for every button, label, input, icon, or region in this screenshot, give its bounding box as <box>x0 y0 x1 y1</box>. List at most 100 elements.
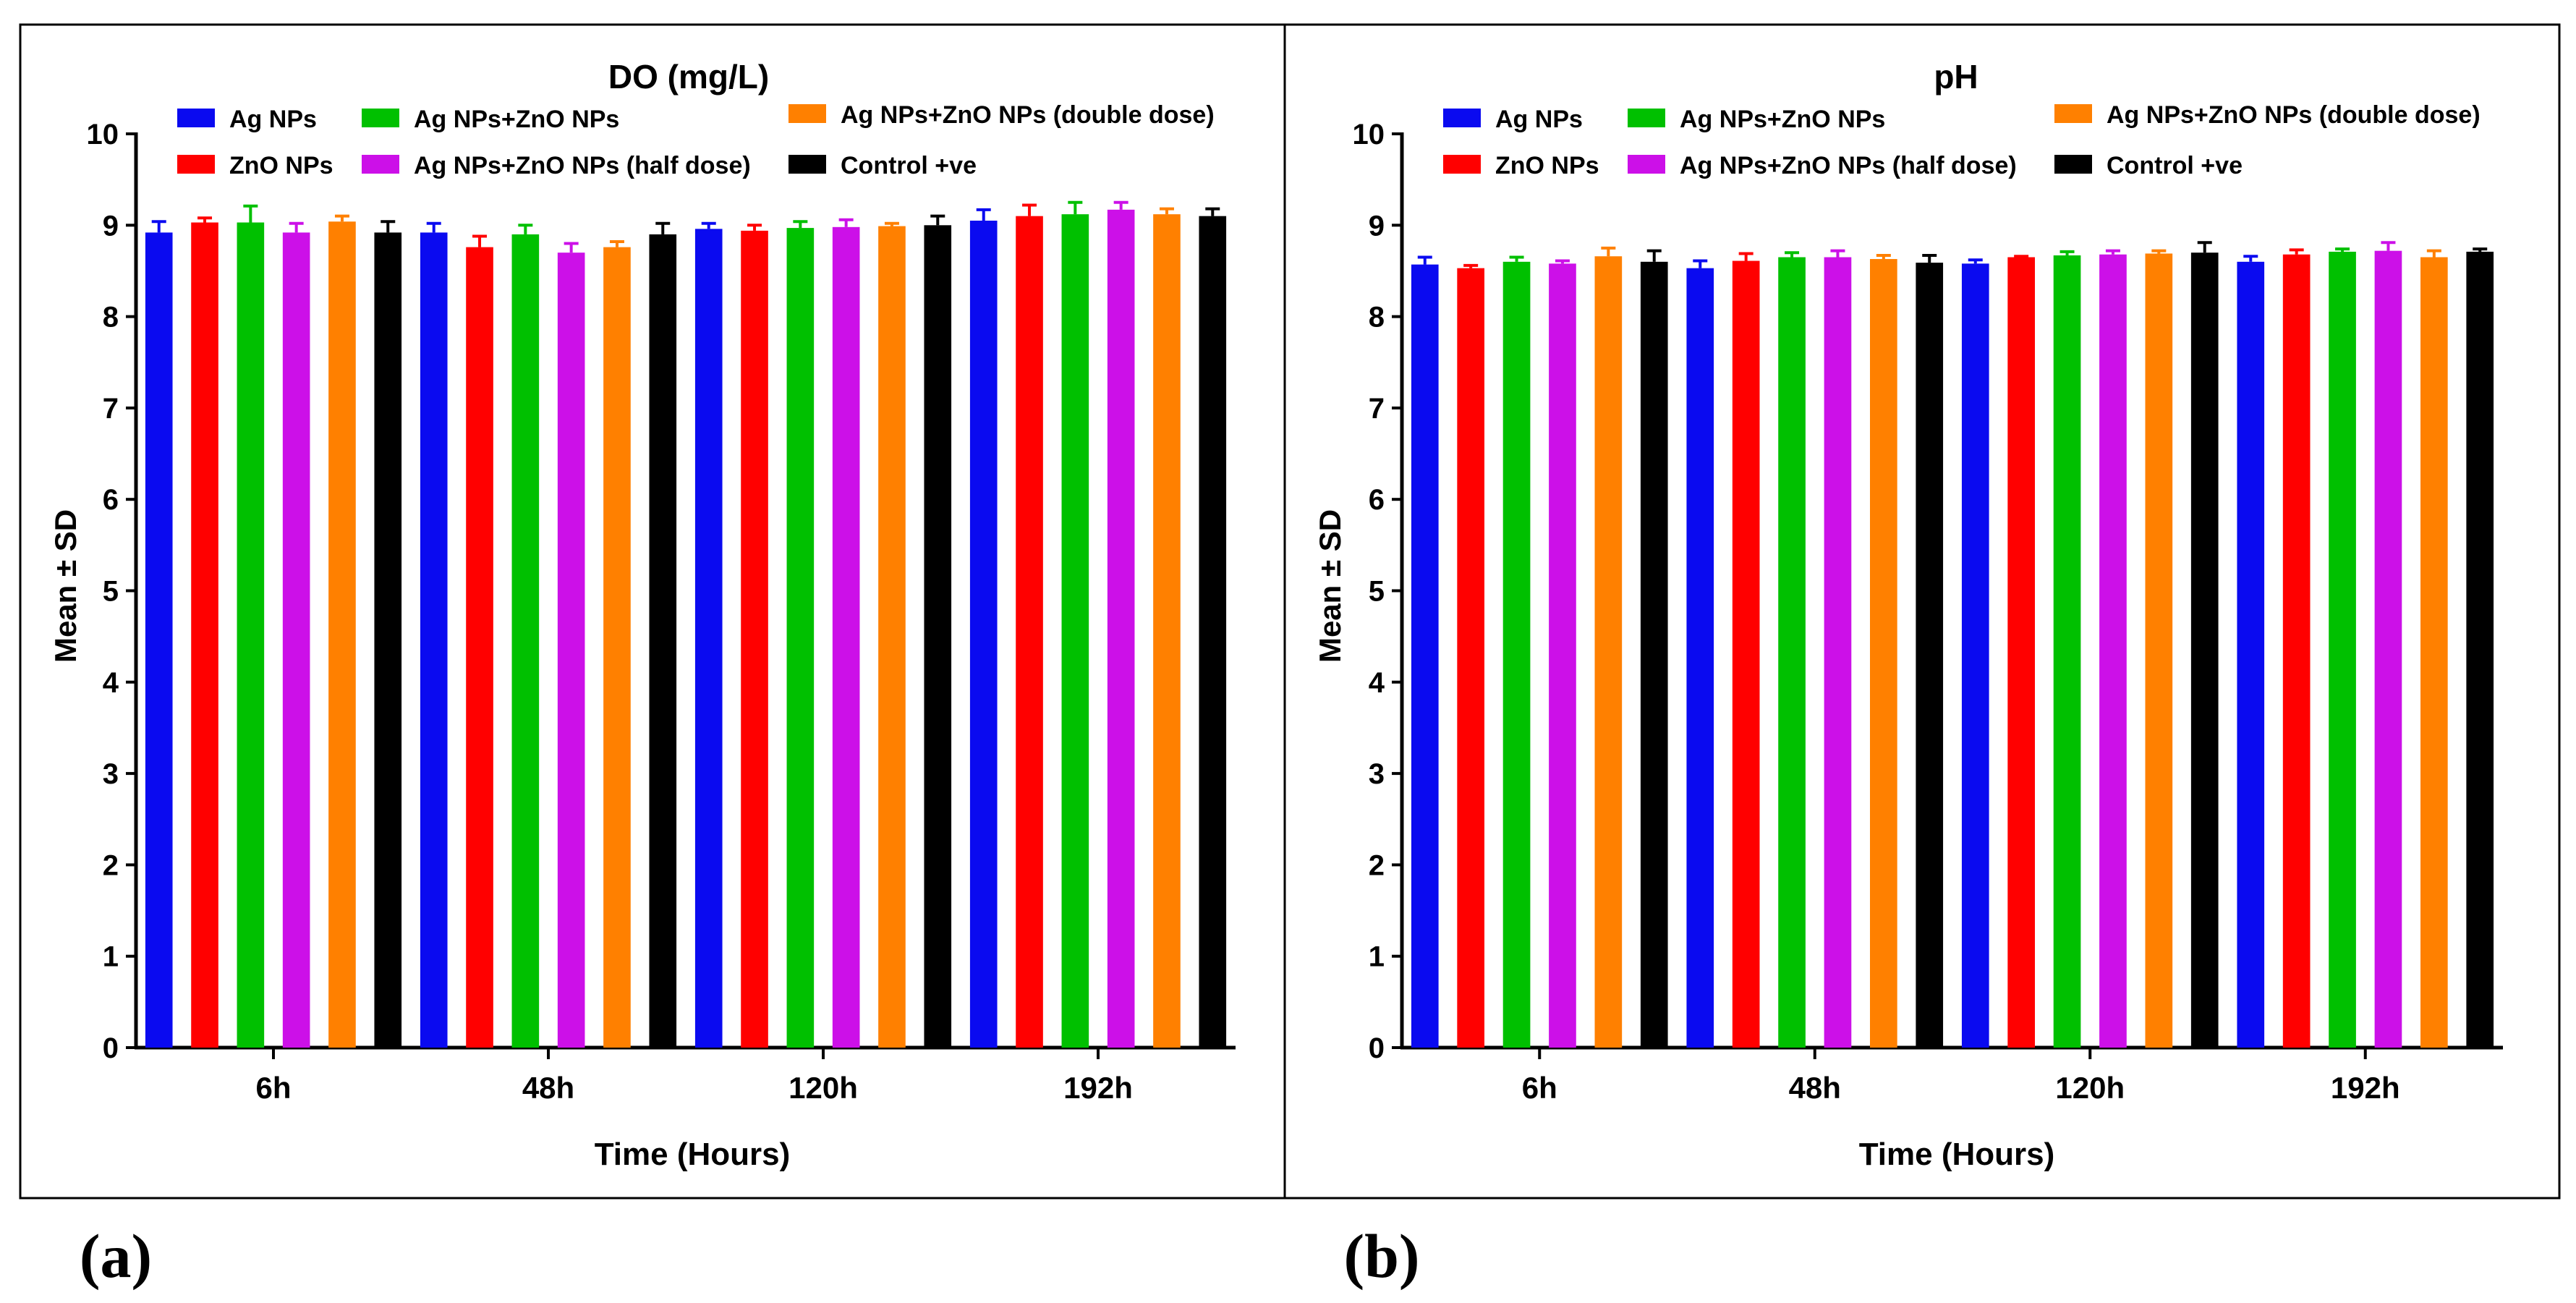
panel-a-x-tick-label: 120h <box>788 1071 858 1105</box>
panel-b-y-tick-label: 7 <box>1369 393 1385 425</box>
panel-b-bar <box>1961 263 1989 1048</box>
panel-a-bar <box>969 220 998 1048</box>
panel-b-title: pH <box>1934 58 1978 96</box>
panel-b-ylabel: Mean ± SD <box>1313 509 1347 663</box>
panel-a-label: (a) <box>80 1221 152 1291</box>
panel-a-y-tick-label: 10 <box>87 119 119 150</box>
panel-b-plot: 0 1 2 3 4 5 6 7 8 9 10 6h 48h 120h 192h Ag NPs ZnO NPs Ag… <box>1353 101 2503 1105</box>
panel-b-bar <box>1778 257 1806 1048</box>
panel-b-bar <box>2145 253 2173 1048</box>
panel-b-bar <box>2190 252 2219 1048</box>
panel-a-bar <box>649 234 677 1048</box>
panel-b-legend-swatch <box>1628 109 1665 127</box>
panel-b-bar <box>2237 261 2265 1048</box>
panel-a-bar <box>924 225 952 1048</box>
panel-a-bar <box>603 247 631 1048</box>
panel-a-bar <box>511 234 540 1048</box>
panel-a-bar <box>1061 214 1089 1048</box>
panel-a-legend-swatch <box>177 109 215 127</box>
panel-a-bar <box>1107 209 1135 1048</box>
panel-a-bar <box>1016 216 1043 1048</box>
panel-a-bar <box>694 229 723 1048</box>
panel-a-legend-label: Ag NPs+ZnO NPs (half dose) <box>414 152 751 179</box>
panel-a-y-tick-label: 3 <box>103 758 119 790</box>
panel-a-y-tick-label: 1 <box>103 941 119 973</box>
panel-a-y-tick-label: 4 <box>103 667 119 699</box>
panel-a-bar <box>282 232 310 1048</box>
panel-b-y-tick-label: 10 <box>1353 119 1385 150</box>
panel-b-y-tick-label: 8 <box>1369 302 1385 334</box>
panel-b-bar <box>2007 257 2035 1048</box>
panel-a-bar <box>832 226 860 1048</box>
panel-a-bar <box>466 247 493 1048</box>
panel-b-x-tick-label: 48h <box>1789 1071 1841 1105</box>
panel-b-x-tick-label: 6h <box>1522 1071 1557 1105</box>
panel-a-bar <box>328 221 356 1048</box>
panel-b-bar <box>1411 264 1439 1048</box>
panel-a-title: DO (mg/L) <box>608 58 769 96</box>
panel-b-legend-label: Ag NPs <box>1495 106 1583 133</box>
panel-a-legend-swatch <box>362 155 399 174</box>
panel-a-legend-label: Ag NPs+ZnO NPs (double dose) <box>841 101 1215 129</box>
panel-b-label: (b) <box>1343 1221 1419 1291</box>
panel-b-bar <box>1686 268 1714 1048</box>
panel-a-bar <box>1153 214 1181 1048</box>
panel-b-legend-swatch <box>2054 155 2092 174</box>
panel-b-legend-label: Control +ve <box>2107 152 2243 179</box>
panel-a-y-tick-label: 6 <box>103 484 119 516</box>
panel-b-bar <box>1457 268 1484 1048</box>
panel-b-bar <box>2374 250 2402 1048</box>
panel-b-legend-label: Ag NPs+ZnO NPs <box>1680 106 1885 133</box>
panel-b-bar <box>2329 251 2356 1048</box>
panel-b-bar <box>1916 263 1944 1048</box>
panel-b-y-tick-label: 5 <box>1369 576 1385 608</box>
panel-a-bar <box>786 228 815 1048</box>
panel-b-bar <box>1549 263 1576 1048</box>
panel-a-x-tick-label: 48h <box>522 1071 574 1105</box>
panel-a-y-tick-label: 2 <box>103 849 119 881</box>
panel-a-legend-label: ZnO NPs <box>229 152 333 179</box>
panel-b-bar <box>2053 255 2081 1048</box>
panel-a-y-tick-label: 0 <box>103 1032 119 1064</box>
panel-b-legend-label: ZnO NPs <box>1495 152 1599 179</box>
panel-b-y-tick-label: 4 <box>1369 667 1385 699</box>
panel-a-bar <box>191 222 218 1048</box>
panel-b-y-tick-label: 6 <box>1369 484 1385 516</box>
panel-b-bar <box>1824 257 1852 1048</box>
panel-b-bar <box>2466 251 2494 1048</box>
panel-a-x-tick-label: 6h <box>255 1071 291 1105</box>
panel-b-bar <box>1640 261 1668 1048</box>
panel-a-bar <box>420 232 448 1048</box>
panel-b-bar <box>1870 259 1897 1048</box>
panel-b-bar <box>2282 254 2311 1048</box>
panel-a-legend-swatch <box>788 155 826 174</box>
panel-a-bar <box>145 232 173 1048</box>
panel-b-x-tick-label: 120h <box>2055 1071 2125 1105</box>
panel-b-bar <box>1732 260 1760 1048</box>
panel-b-legend-label: Ag NPs+ZnO NPs (half dose) <box>1680 152 2017 179</box>
panel-b-xlabel: Time (Hours) <box>1859 1137 2055 1172</box>
panel-b-bar <box>2420 257 2448 1048</box>
panel-a-plot: 0 1 2 3 4 5 6 7 8 9 10 6h 48h 120h 192h Ag NPs ZnO NPs Ag… <box>87 101 1236 1105</box>
panel-a-legend-label: Ag NPs <box>229 106 317 133</box>
panel-a-y-tick-label: 7 <box>103 393 119 425</box>
panel-b-y-tick-label: 3 <box>1369 758 1385 790</box>
panel-a-bar <box>557 252 585 1048</box>
panel-a-legend-swatch <box>177 155 215 174</box>
panel-a-legend-label: Control +ve <box>841 152 977 179</box>
panel-b-y-tick-label: 2 <box>1369 849 1385 881</box>
panel-b-legend-swatch <box>1443 109 1481 127</box>
panel-a-bar <box>1199 216 1227 1048</box>
panel-b-legend-swatch <box>1443 155 1481 174</box>
panel-b-y-tick-label: 0 <box>1369 1032 1385 1064</box>
panel-b-y-tick-label: 9 <box>1369 210 1385 242</box>
panel-a-xlabel: Time (Hours) <box>595 1137 791 1172</box>
panel-b-bar <box>1594 256 1623 1048</box>
panel-b-bar <box>1502 261 1531 1048</box>
panel-b-x-tick-label: 192h <box>2331 1071 2400 1105</box>
panel-b-y-tick-label: 1 <box>1369 941 1385 973</box>
panel-a-bar <box>741 230 768 1048</box>
panel-b-legend-swatch <box>2054 104 2092 123</box>
panel-a-y-tick-label: 8 <box>103 302 119 334</box>
